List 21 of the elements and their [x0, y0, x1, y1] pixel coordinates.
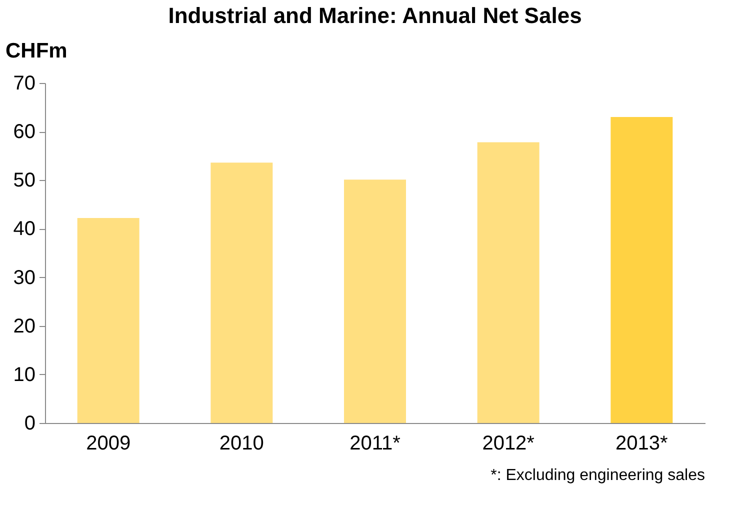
- bar: [77, 218, 140, 423]
- y-tick-label: 0: [24, 412, 36, 434]
- y-tick-label: 20: [13, 315, 36, 338]
- x-tick-label: 2012*: [482, 432, 535, 454]
- x-tick-label: 2011*: [350, 432, 401, 454]
- text: *: Excluding engineering sales: [490, 467, 705, 484]
- x-tick-label: 2009: [86, 432, 131, 454]
- bar: [610, 117, 673, 423]
- y-tick-label: 10: [13, 364, 36, 386]
- y-tick-label: 60: [13, 121, 36, 144]
- y-tick-label: 50: [13, 170, 36, 192]
- bar: [344, 180, 406, 423]
- x-tick-label: 2013*: [616, 432, 668, 454]
- x-tick-label: 2010: [219, 432, 264, 454]
- y-tick-label: 30: [13, 266, 36, 289]
- y-axis-title: CHFm: [6, 40, 68, 62]
- y-tick-label: 40: [13, 218, 36, 240]
- bar: [210, 162, 273, 423]
- bar: [477, 142, 540, 423]
- y-tick-label: 70: [13, 72, 36, 94]
- chart-title: Industrial and Marine: Annual Net Sales: [168, 3, 582, 28]
